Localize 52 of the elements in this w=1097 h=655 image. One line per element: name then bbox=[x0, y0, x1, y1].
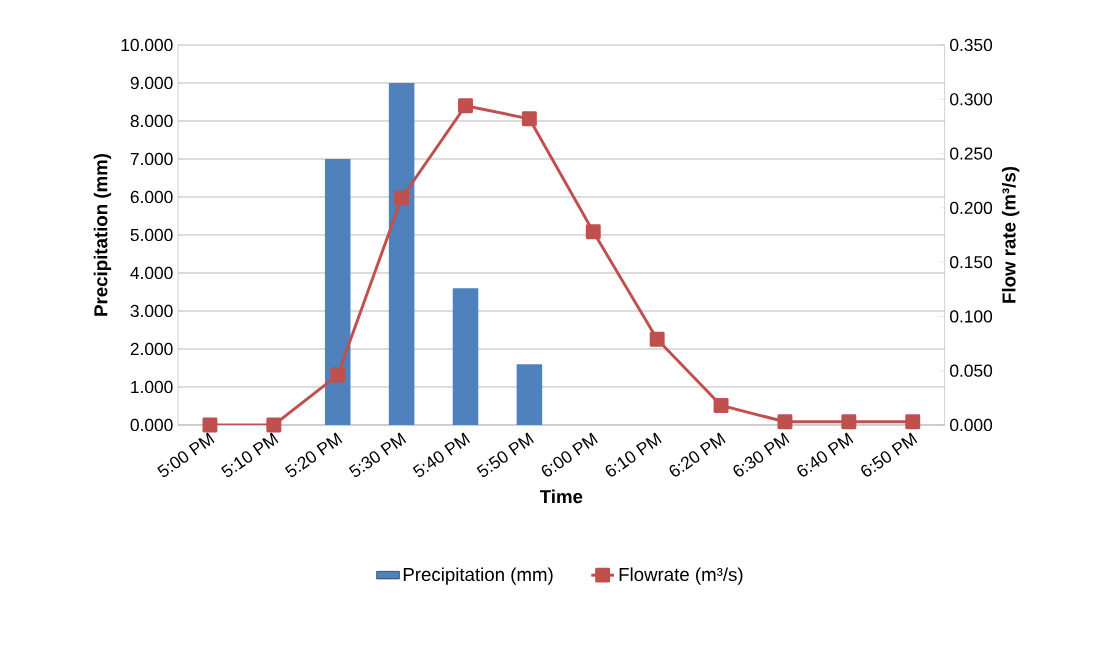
y2-tick-label: 0.100 bbox=[950, 310, 993, 323]
y-tick-label: 3.000 bbox=[130, 304, 173, 318]
legend-label: Flowrate (m³/s) bbox=[619, 567, 743, 585]
y2-axis-title: Flow rate (m³/s) bbox=[1001, 166, 1020, 303]
point bbox=[649, 331, 665, 347]
bar bbox=[452, 288, 479, 425]
point bbox=[905, 414, 921, 430]
point bbox=[713, 397, 729, 413]
y-tick-label: 5.000 bbox=[130, 228, 173, 242]
y-tick-label: 6.000 bbox=[130, 190, 173, 204]
x-tick-label: 5:30 PM bbox=[348, 432, 407, 477]
y-axis-title: Precipitation (mm) bbox=[93, 153, 112, 316]
point bbox=[330, 367, 346, 383]
x-tick-label: 6:50 PM bbox=[861, 432, 918, 477]
y-tick-label: 4.000 bbox=[130, 266, 173, 280]
y-tick-label: 2.000 bbox=[130, 342, 173, 356]
x-tick-label: 5:40 PM bbox=[412, 432, 471, 477]
point bbox=[521, 111, 537, 127]
y2-tick-label: 0.050 bbox=[950, 364, 993, 377]
y-tick-label: 8.000 bbox=[130, 114, 173, 128]
y2-tick-label: 0.150 bbox=[950, 255, 993, 269]
x-tick-label: 5:50 PM bbox=[476, 432, 534, 477]
y2-tick-label: 0.000 bbox=[950, 418, 993, 432]
point bbox=[777, 414, 793, 430]
bar bbox=[324, 158, 351, 425]
point bbox=[458, 98, 473, 114]
x-axis-title: Time bbox=[539, 489, 583, 504]
point bbox=[585, 224, 601, 240]
y-tick-label: 7.000 bbox=[130, 152, 173, 166]
point bbox=[266, 417, 282, 433]
y2-tick-label: 0.250 bbox=[950, 147, 993, 160]
x-tick-label: 6:10 PM bbox=[605, 432, 662, 477]
legend-label: Precipitation (mm) bbox=[403, 567, 553, 585]
y-tick-label: 10.000 bbox=[121, 38, 173, 52]
x-tick-label: 5:00 PM bbox=[157, 432, 215, 477]
y-tick-label: 1.000 bbox=[131, 380, 173, 394]
point bbox=[394, 190, 410, 206]
y2-tick-label: 0.300 bbox=[950, 93, 993, 106]
x-tick-label: 5:10 PM bbox=[221, 432, 279, 477]
x-tick-label: 6:00 PM bbox=[541, 432, 598, 477]
y-tick-label: 0.000 bbox=[130, 418, 173, 432]
x-tick-label: 5:20 PM bbox=[284, 432, 343, 477]
point bbox=[841, 414, 857, 430]
bar bbox=[388, 82, 415, 425]
bar bbox=[516, 364, 543, 425]
x-tick-label: 6:40 PM bbox=[797, 432, 854, 477]
point bbox=[202, 417, 218, 433]
x-tick-label: 6:30 PM bbox=[733, 432, 790, 477]
y-tick-label: 9.000 bbox=[130, 76, 173, 90]
x-tick-label: 6:20 PM bbox=[669, 432, 726, 477]
y2-tick-label: 0.350 bbox=[950, 38, 993, 52]
y2-tick-label: 0.200 bbox=[950, 201, 993, 214]
